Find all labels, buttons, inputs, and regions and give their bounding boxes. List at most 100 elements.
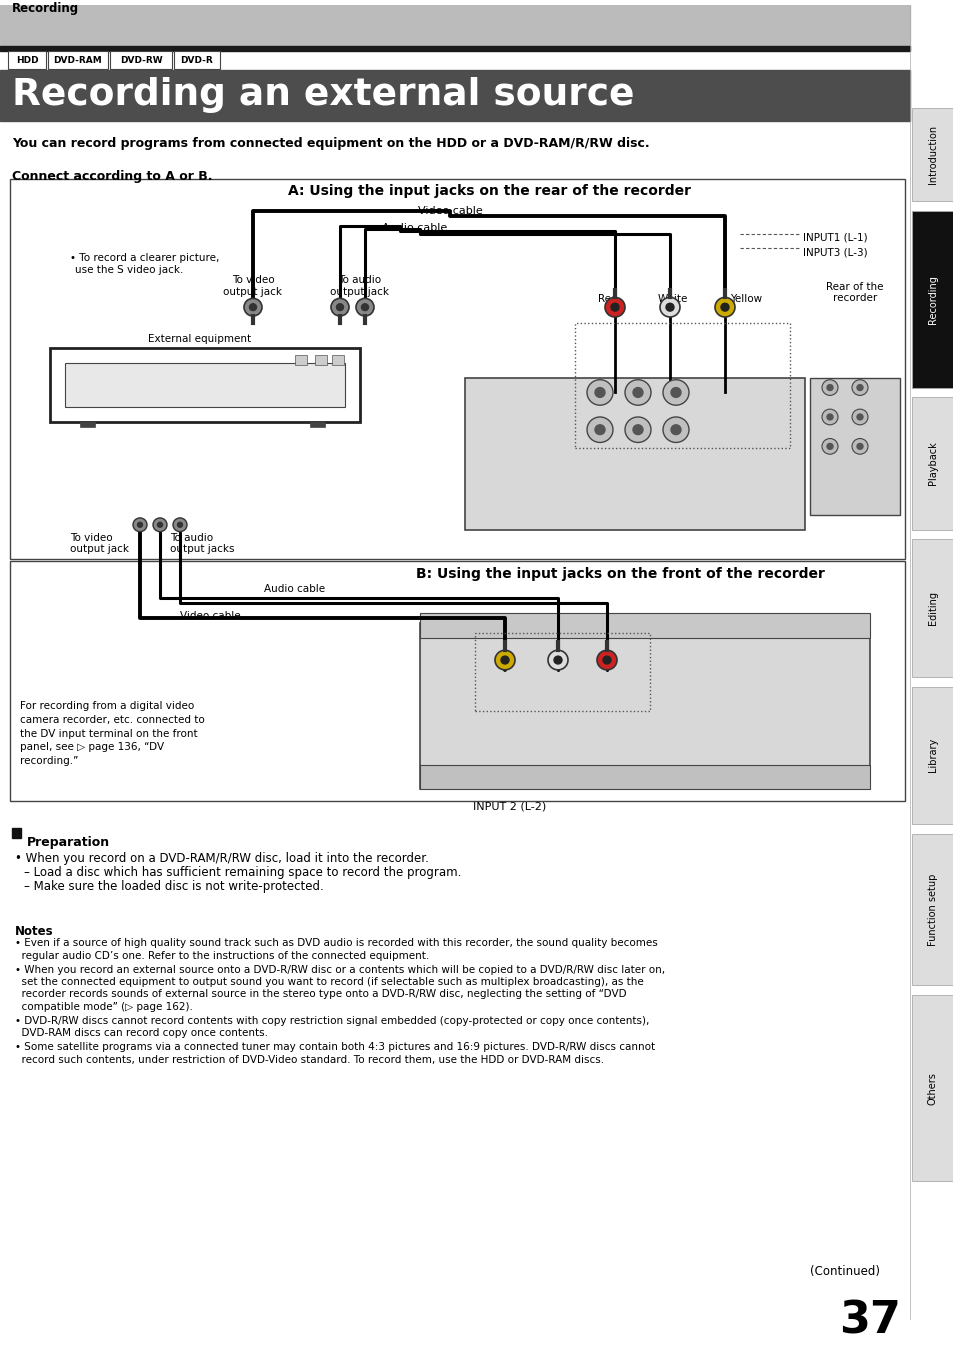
Circle shape [355,298,374,315]
Bar [911,833,953,985]
Circle shape [157,522,162,527]
Circle shape [821,380,837,395]
Text: DVD-RAM discs can record copy once contents.: DVD-RAM discs can record copy once conte… [15,1029,268,1038]
Bar [12,828,21,838]
Circle shape [336,303,343,310]
Bar [8,51,46,69]
Text: Audio cable: Audio cable [264,584,325,593]
Text: – Load a disc which has sufficient remaining space to record the program.: – Load a disc which has sufficient remai… [24,865,461,879]
Circle shape [633,388,642,398]
Circle shape [624,417,650,442]
Circle shape [670,388,680,398]
Text: To audio: To audio [170,532,213,543]
Text: • DVD-R/RW discs cannot record contents with copy restriction signal embedded (c: • DVD-R/RW discs cannot record contents … [15,1016,649,1026]
Bar [332,356,344,365]
Text: set the connected equipment to output sound you want to record (if selectable su: set the connected equipment to output so… [15,977,643,987]
Text: (Continued): (Continued) [809,1264,879,1278]
Text: B: Using the input jacks on the front of the recorder: B: Using the input jacks on the front of… [416,568,823,581]
Text: output jack: output jack [70,545,129,554]
Text: For recording from a digital video: For recording from a digital video [20,701,194,712]
Circle shape [821,410,837,425]
Text: • Some satellite programs via a connected tuner may contain both 4:3 pictures an: • Some satellite programs via a connecte… [15,1042,655,1053]
Text: compatible mode” (▷ page 162).: compatible mode” (▷ page 162). [15,1002,193,1011]
Circle shape [244,298,262,315]
Bar [911,539,953,677]
Circle shape [554,656,561,665]
Text: External equipment: External equipment [149,334,252,344]
Text: Yellow: Yellow [489,640,520,651]
Text: Red: Red [598,294,618,305]
Circle shape [624,380,650,406]
Text: Notes: Notes [15,925,53,938]
Circle shape [662,417,688,442]
Text: Preparation: Preparation [27,837,110,849]
Text: Playback: Playback [927,442,937,485]
Bar [475,632,649,710]
Circle shape [172,518,187,531]
Circle shape [602,656,610,665]
Bar [911,686,953,824]
Text: record such contents, under restriction of DVD-Video standard. To record them, u: record such contents, under restriction … [15,1054,603,1065]
Circle shape [361,303,368,310]
Text: output jack: output jack [223,287,282,297]
Text: Others: Others [927,1072,937,1105]
Circle shape [851,410,867,425]
Circle shape [604,298,624,317]
Circle shape [137,522,142,527]
Text: 37: 37 [839,1299,900,1343]
Text: – Make sure the loaded disc is not write-protected.: – Make sure the loaded disc is not write… [24,880,323,892]
Text: output jack: output jack [330,287,389,297]
Bar [911,398,953,530]
Text: Editing: Editing [927,592,937,625]
Bar [314,356,327,365]
Circle shape [659,298,679,317]
Text: To audio: To audio [338,275,381,284]
Text: Recording: Recording [927,275,937,324]
Circle shape [595,388,604,398]
Circle shape [821,438,837,454]
Bar [110,51,172,69]
Bar [419,764,869,790]
Bar [464,377,804,530]
Circle shape [851,438,867,454]
Bar [911,995,953,1181]
Text: Rear of the: Rear of the [825,282,882,291]
Circle shape [586,380,613,406]
Text: Red: Red [597,640,617,651]
Text: the DV input terminal on the front: the DV input terminal on the front [20,729,197,739]
Text: Library: Library [927,737,937,772]
Text: Recording an external source: Recording an external source [12,77,634,113]
Bar [419,623,869,790]
Text: You can record programs from connected equipment on the HDD or a DVD-RAM/R/RW di: You can record programs from connected e… [12,136,649,150]
Circle shape [547,650,567,670]
Circle shape [665,303,673,311]
Circle shape [177,522,182,527]
Text: recording.”: recording.” [20,756,78,766]
Text: Audio cable: Audio cable [382,222,447,233]
Bar [294,356,307,365]
Circle shape [662,380,688,406]
Text: recorder records sounds of external source in the stereo type onto a DVD-R/RW di: recorder records sounds of external sour… [15,989,626,999]
Bar [10,561,904,801]
Bar [0,5,909,46]
Text: DVD-R: DVD-R [180,55,213,65]
Bar [65,363,345,407]
Bar [809,377,899,515]
Circle shape [610,303,618,311]
Circle shape [250,303,256,310]
Text: output jacks: output jacks [170,545,234,554]
Circle shape [670,425,680,434]
Text: White: White [544,640,575,651]
Bar [50,348,359,422]
Text: INPUT3 (L-3): INPUT3 (L-3) [802,247,866,257]
Text: panel, see ▷ page 136, “DV: panel, see ▷ page 136, “DV [20,743,164,752]
Text: Introduction: Introduction [927,125,937,185]
Circle shape [856,384,862,391]
Bar [575,324,789,449]
Text: • When you record an external source onto a DVD-R/RW disc or a contents which wi: • When you record an external source ont… [15,965,664,975]
Text: HDD: HDD [15,55,38,65]
Circle shape [331,298,349,315]
Text: Yellow: Yellow [729,294,761,305]
Text: Recording: Recording [12,3,79,15]
Circle shape [633,425,642,434]
